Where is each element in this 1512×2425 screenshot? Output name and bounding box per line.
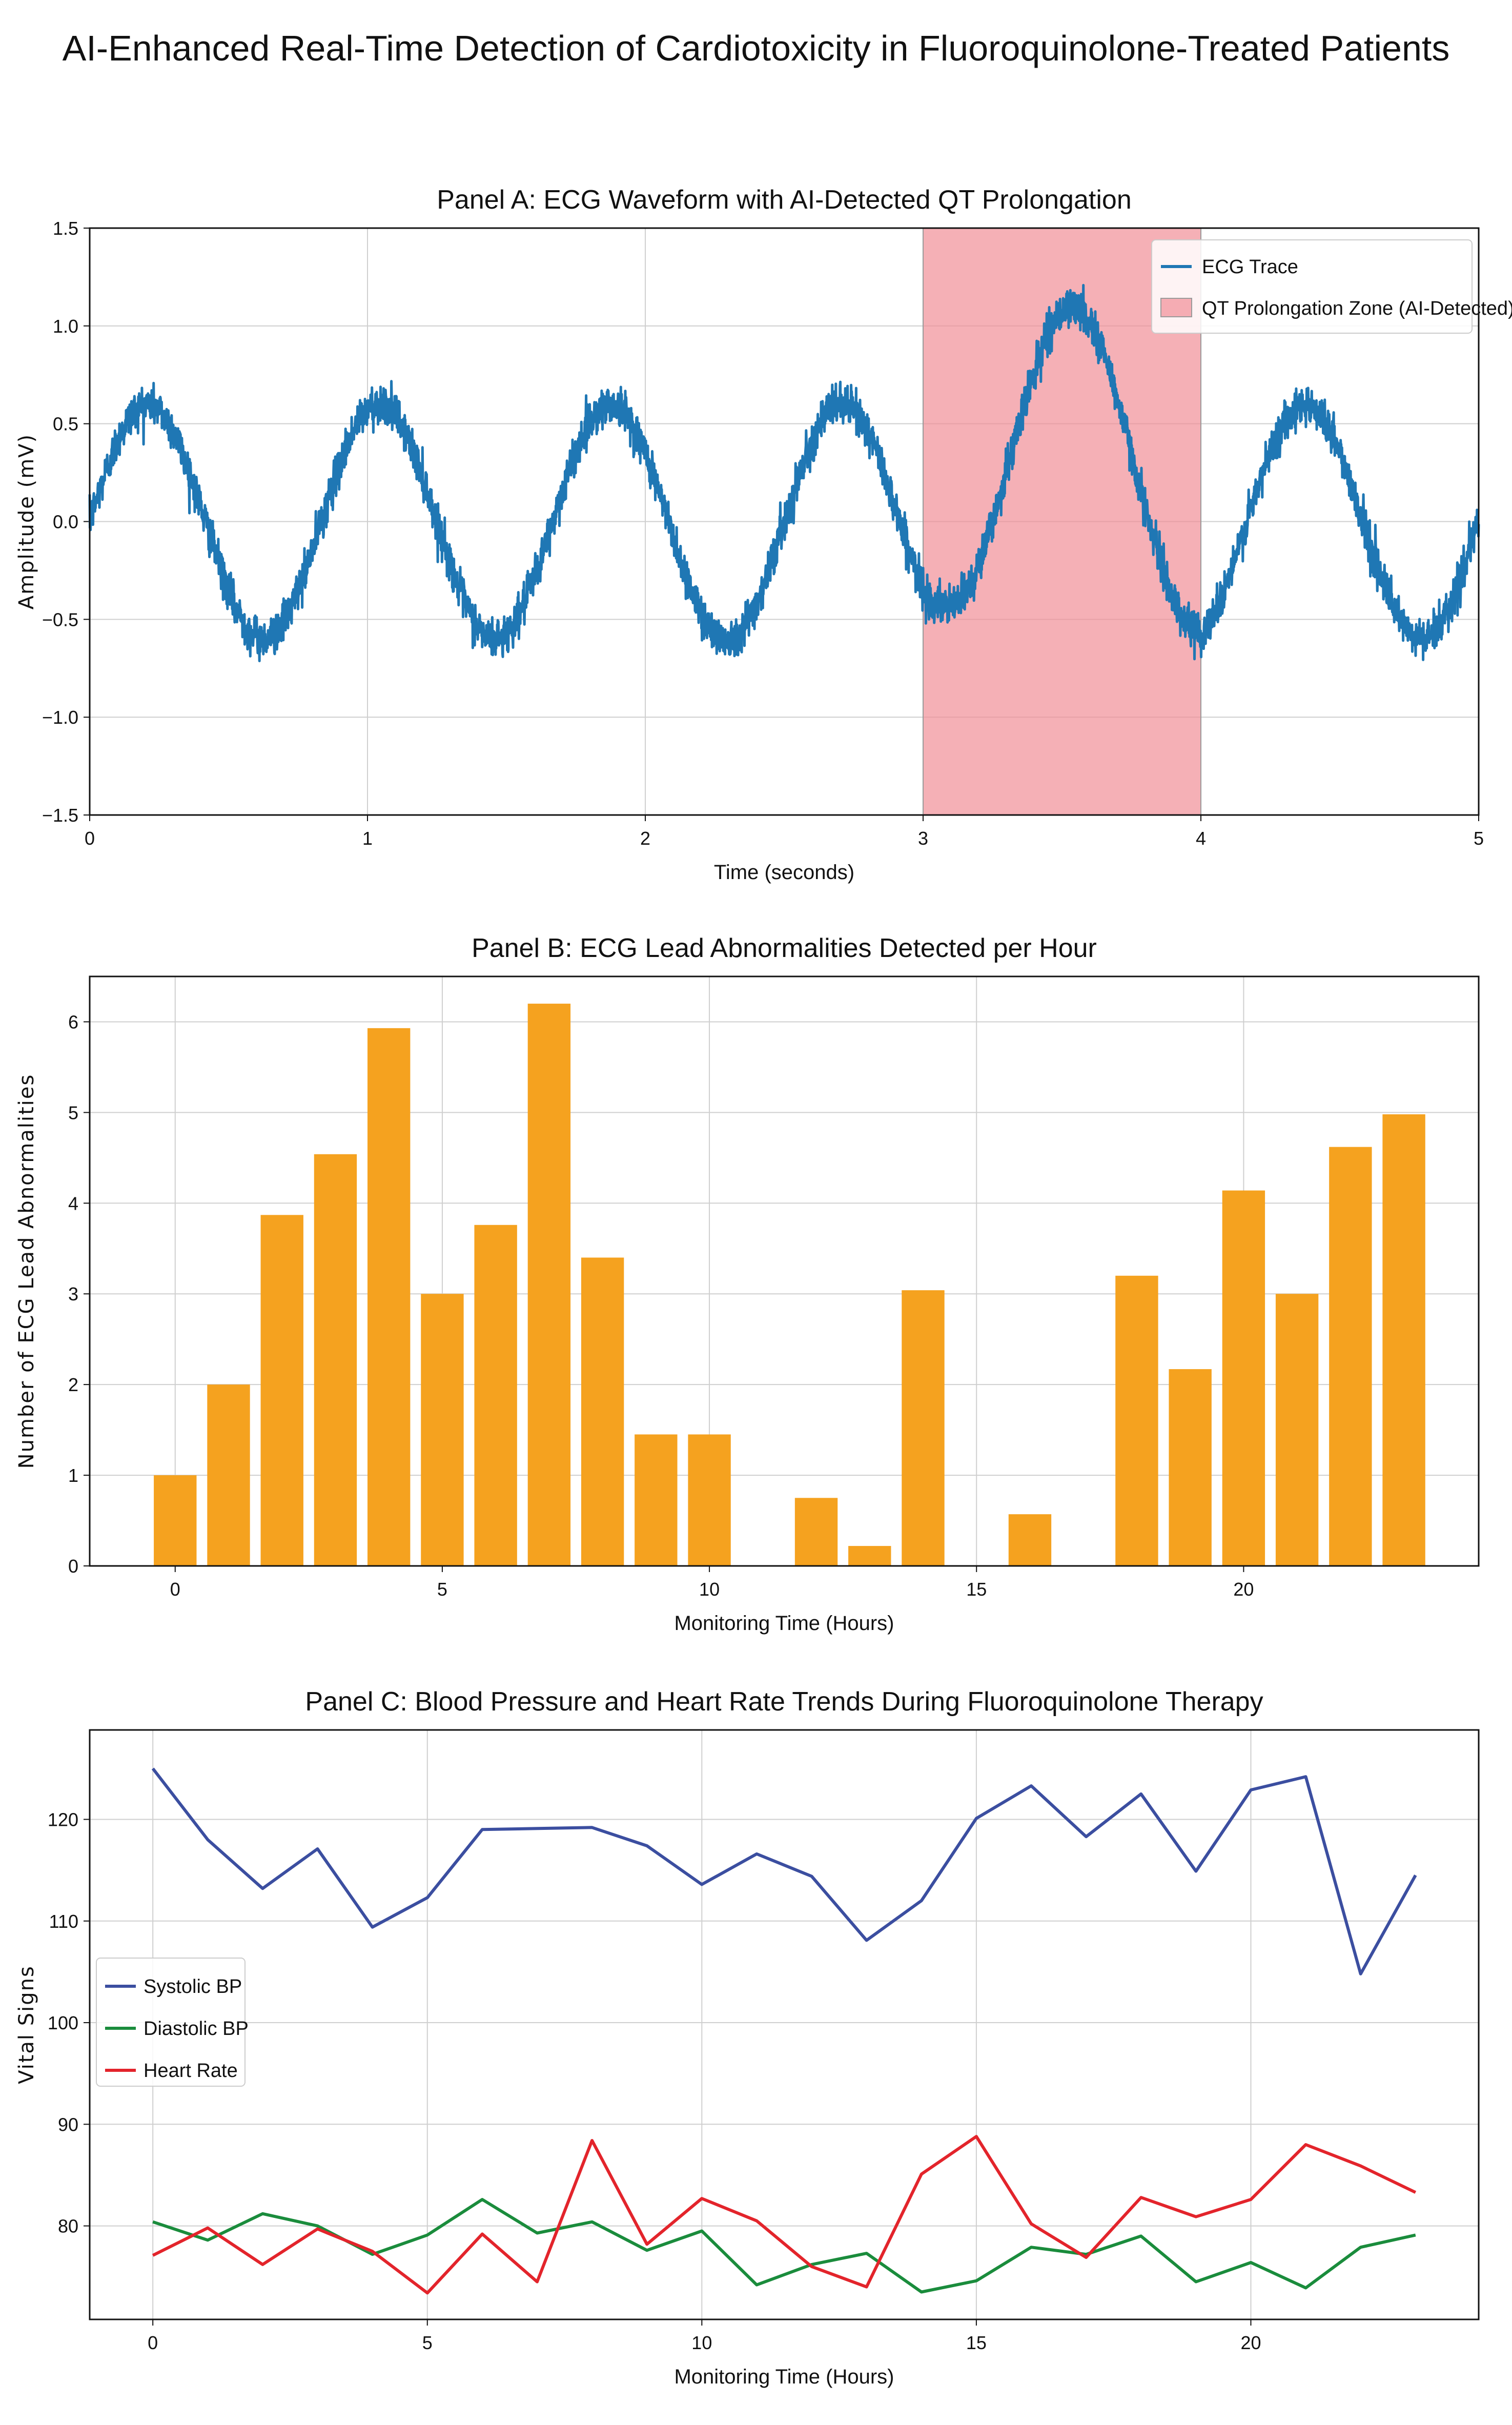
legend-panel-a: ECG Trace QT Prolongation Zone (AI-Detect… (1151, 239, 1512, 334)
bar-hour-19 (1169, 1369, 1212, 1566)
y-tick-label: 110 (49, 1911, 78, 1932)
y-tick-label: −1.5 (42, 805, 78, 826)
legend-panel-c: Systolic BP Diastolic BP Heart Rate (96, 1958, 249, 2087)
heart-rate-line (152, 2135, 1417, 2295)
bar-hour-2 (260, 1215, 303, 1566)
y-tick-label: −0.5 (42, 609, 78, 630)
bar-hour-6 (474, 1225, 517, 1566)
x-tick-label: 10 (699, 1579, 720, 1600)
x-tick-label: 5 (1474, 828, 1484, 849)
panel-title: Panel A: ECG Waveform with AI-Detected Q… (437, 185, 1132, 215)
y-tick-label: 1.5 (53, 218, 78, 239)
legend-box (1151, 239, 1473, 334)
y-tick-label: 6 (68, 1011, 78, 1032)
bar-hour-8 (581, 1257, 624, 1566)
x-tick-label: 20 (1240, 2332, 1261, 2353)
bar-hour-9 (635, 1434, 678, 1566)
panel-b-abnormalities-bar-chart: 0 5 10 15 20 0 1 2 3 4 5 6 Panel B: ECG Lead Abnorma… (15, 933, 1480, 1635)
diastolic-bp-line (152, 2198, 1416, 2294)
y-tick-label: 120 (48, 1809, 78, 1830)
bar-hour-1 (207, 1384, 250, 1566)
x-tick-label: 2 (640, 828, 650, 849)
axes-frame (89, 975, 1480, 1567)
y-tick-label: 3 (68, 1283, 78, 1305)
legend-swatch-qt-zone (1160, 298, 1192, 317)
bar-hour-22 (1329, 1147, 1372, 1566)
y-axis-label: Number of ECG Lead Abnormalities (15, 1074, 38, 1469)
x-tick-label: 5 (437, 1579, 447, 1600)
x-tick-label: 4 (1196, 828, 1206, 849)
legend-box (96, 1958, 246, 2087)
systolic-bp-line (151, 1767, 1417, 1975)
x-tick-label: 1 (362, 828, 373, 849)
y-tick-label: 0.5 (53, 414, 78, 435)
bar-hour-5 (421, 1294, 464, 1566)
y-tick-label: −1.0 (42, 707, 78, 728)
legend-label-ecg: ECG Trace (1202, 256, 1298, 278)
bar-hour-21 (1275, 1294, 1319, 1566)
x-tick-label: 10 (691, 2332, 712, 2353)
ecg-trace-line (88, 283, 1480, 662)
axes-frame (89, 1729, 1480, 2320)
bar-hour-20 (1222, 1190, 1265, 1566)
y-tick-label: 1 (68, 1465, 78, 1486)
x-tick-label: 0 (85, 828, 95, 849)
x-axis-label: Time (seconds) (714, 861, 854, 884)
axes-frame (89, 227, 1480, 816)
x-tick-label: 20 (1233, 1579, 1254, 1600)
bar-hour-10 (688, 1434, 731, 1566)
y-tick-label: 80 (58, 2216, 78, 2237)
figure-title: AI-Enhanced Real-Time Detection of Cardi… (63, 28, 1450, 68)
bar-hour-12 (794, 1498, 838, 1566)
y-axis-label: Amplitude (mV) (15, 434, 38, 609)
panel-a-ecg-waveform: 0 1 2 3 4 5 −1.5 −1.0 −0.5 0.0 0.5 1.0 1.5 Panel A: E… (15, 185, 1512, 884)
x-tick-label: 3 (918, 828, 928, 849)
legend-label-heart-rate: Heart Rate (144, 2060, 238, 2082)
x-tick-label: 5 (422, 2332, 433, 2353)
x-tick-label: 0 (148, 2332, 158, 2353)
panel-c-vital-signs-line-chart: 0 5 10 15 20 80 90 100 110 120 Panel C: Blood Pres… (15, 1687, 1480, 2388)
y-tick-label: 2 (68, 1374, 78, 1395)
x-axis-label: Monitoring Time (Hours) (674, 2366, 894, 2388)
x-tick-label: 15 (966, 1579, 987, 1600)
y-tick-label: 5 (68, 1102, 78, 1123)
y-tick-label: 90 (58, 2114, 78, 2135)
x-tick-label: 0 (170, 1579, 180, 1600)
y-axis-label: Vital Signs (15, 1965, 38, 2084)
panel-title: Panel C: Blood Pressure and Heart Rate T… (305, 1687, 1263, 1717)
bar-hour-13 (848, 1546, 891, 1566)
bar-hour-18 (1115, 1275, 1158, 1566)
legend-label-diastolic: Diastolic BP (144, 2018, 249, 2040)
y-tick-label: 100 (48, 2012, 78, 2033)
y-tick-label: 0.0 (53, 512, 78, 533)
legend-label-qt-zone: QT Prolongation Zone (AI-Detected) (1202, 298, 1512, 319)
bar-hour-3 (314, 1154, 357, 1566)
x-axis-label: Monitoring Time (Hours) (674, 1612, 894, 1635)
bar-hour-14 (902, 1290, 945, 1566)
bar-hour-0 (154, 1475, 197, 1566)
bar-hour-7 (527, 1004, 571, 1566)
panel-title: Panel B: ECG Lead Abnormalities Detected… (472, 933, 1097, 963)
y-tick-label: 4 (68, 1193, 78, 1214)
bars (154, 1004, 1425, 1566)
x-tick-label: 15 (966, 2332, 987, 2353)
legend-label-systolic: Systolic BP (144, 1976, 242, 1998)
y-tick-label: 0 (68, 1556, 78, 1577)
bar-hour-4 (367, 1028, 411, 1566)
bar-hour-23 (1382, 1114, 1425, 1566)
y-tick-label: 1.0 (53, 316, 78, 337)
bar-hour-16 (1008, 1514, 1052, 1566)
grid-lines (90, 1730, 1479, 2319)
